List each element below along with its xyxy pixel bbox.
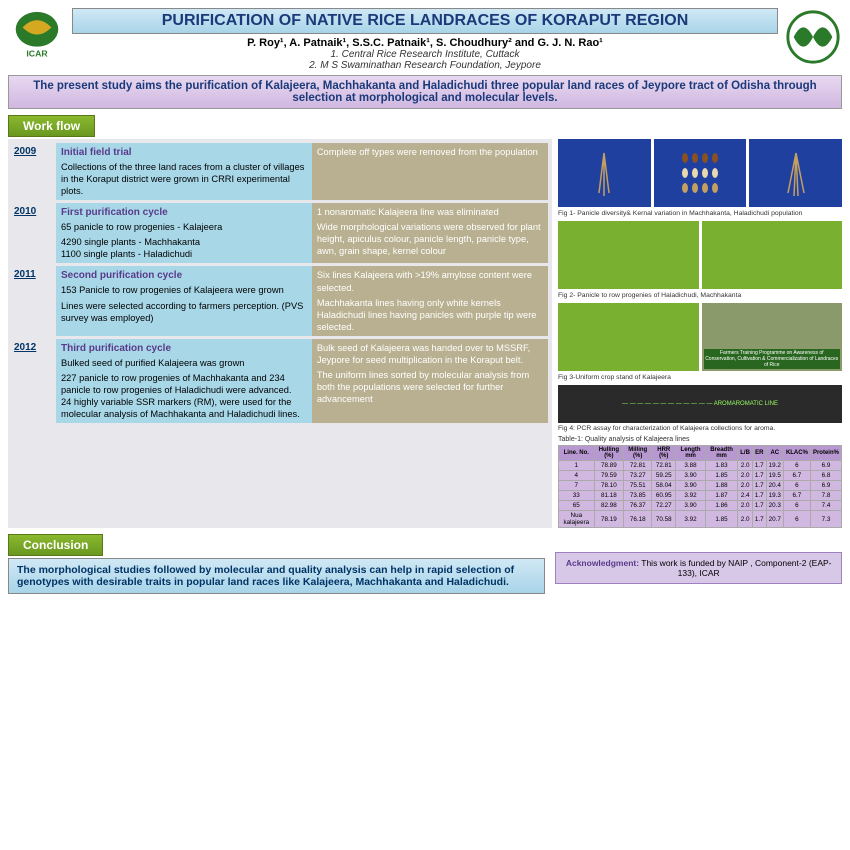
fig3-training: Farmers Training Programme on Awareness … [702, 303, 843, 371]
header: ICAR PURIFICATION OF NATIVE RICE LANDRAC… [8, 8, 842, 71]
year-label: 2012 [12, 339, 56, 423]
wf-left-cell: Third purification cycleBulked seed of p… [56, 339, 312, 423]
wf-right-cell: 1 nonaromatic Kalajeera line was elimina… [312, 203, 548, 263]
fig1-panicle-a [558, 139, 651, 207]
fig2-field-b [702, 221, 843, 289]
fig2-caption: Fig 2- Panicle to row progenies of Halad… [558, 292, 842, 299]
wf-left-cell: Second purification cycle153 Panicle to … [56, 266, 312, 335]
wf-left-cell: Initial field trialCollections of the th… [56, 143, 312, 200]
fig4-caption: Fig 4: PCR assay for characterization of… [558, 425, 842, 432]
svg-text:ICAR: ICAR [26, 48, 48, 58]
table-row: 479.5973.2759.253.901.852.01.719.56.76.8 [559, 471, 842, 481]
authors: P. Roy¹, A. Patnaik¹, S.S.C. Patnaik¹, S… [72, 37, 778, 49]
logo-icar: ICAR [8, 8, 66, 66]
affiliation-1: 1. Central Rice Research Institute, Cutt… [72, 49, 778, 60]
conclusion-block: Conclusion The morphological studies fol… [8, 534, 545, 594]
workflow-row: 2011Second purification cycle153 Panicle… [12, 266, 548, 335]
fig1-panicle-b [749, 139, 842, 207]
fig1-caption: Fig 1- Panicle diversity& Kernal variati… [558, 210, 842, 217]
figures-column: Fig 1- Panicle diversity& Kernal variati… [558, 139, 842, 528]
conclusion-text: The morphological studies followed by mo… [8, 558, 545, 594]
acknowledgment: Acknowledgment: This work is funded by N… [555, 552, 842, 584]
fig4-pcr-gel: — — — — — — — — — — — — AROMAROMATIC LIN… [558, 385, 842, 423]
title-block: PURIFICATION OF NATIVE RICE LANDRACES OF… [72, 8, 778, 71]
year-label: 2009 [12, 143, 56, 200]
fig2-field-a [558, 221, 699, 289]
poster: ICAR PURIFICATION OF NATIVE RICE LANDRAC… [0, 0, 850, 602]
fig3-crop [558, 303, 699, 371]
conclusion-heading: Conclusion [8, 534, 103, 556]
quality-table: Line. No.Hulling (%)Milling (%)HRR (%)Le… [558, 445, 842, 528]
affiliation-2: 2. M S Swaminathan Research Foundation, … [72, 60, 778, 71]
table-row: Nua kalajeera78.1976.1870.583.921.852.01… [559, 511, 842, 528]
poster-title: PURIFICATION OF NATIVE RICE LANDRACES OF… [72, 8, 778, 34]
workflow-row: 2012Third purification cycleBulked seed … [12, 339, 548, 423]
wf-right-cell: Bulk seed of Kalajeera was handed over t… [312, 339, 548, 423]
bottom-row: Conclusion The morphological studies fol… [8, 534, 842, 594]
fig3-caption: Fig 3-Uniform crop stand of Kalajeera [558, 374, 842, 381]
wf-left-cell: First purification cycle65 panicle to ro… [56, 203, 312, 263]
workflow-row: 2010First purification cycle65 panicle t… [12, 203, 548, 263]
year-label: 2011 [12, 266, 56, 335]
table-caption: Table-1: Quality analysis of Kalajeera l… [558, 436, 842, 443]
table-row: 6582.9876.3772.273.901.862.01.720.367.4 [559, 501, 842, 511]
workflow-timeline: 2009Initial field trialCollections of th… [8, 139, 552, 528]
table-row: 3381.1873.8560.953.921.872.41.719.36.77.… [559, 491, 842, 501]
table-row: 178.8972.8172.813.881.832.01.719.266.9 [559, 461, 842, 471]
ack-text: This work is funded by NAIP , Component-… [639, 558, 831, 578]
logo-crri [784, 8, 842, 66]
workflow-container: 2009Initial field trialCollections of th… [8, 139, 842, 528]
workflow-row: 2009Initial field trialCollections of th… [12, 143, 548, 200]
ack-label: Acknowledgment: [566, 558, 639, 568]
workflow-heading: Work flow [8, 115, 95, 137]
year-label: 2010 [12, 203, 56, 263]
table-row: 778.1075.5158.043.901.882.01.720.466.9 [559, 481, 842, 491]
wf-right-cell: Complete off types were removed from the… [312, 143, 548, 200]
fig1-kernels [654, 139, 747, 207]
aim-statement: The present study aims the purification … [8, 75, 842, 109]
wf-right-cell: Six lines Kalajeera with >19% amylose co… [312, 266, 548, 335]
